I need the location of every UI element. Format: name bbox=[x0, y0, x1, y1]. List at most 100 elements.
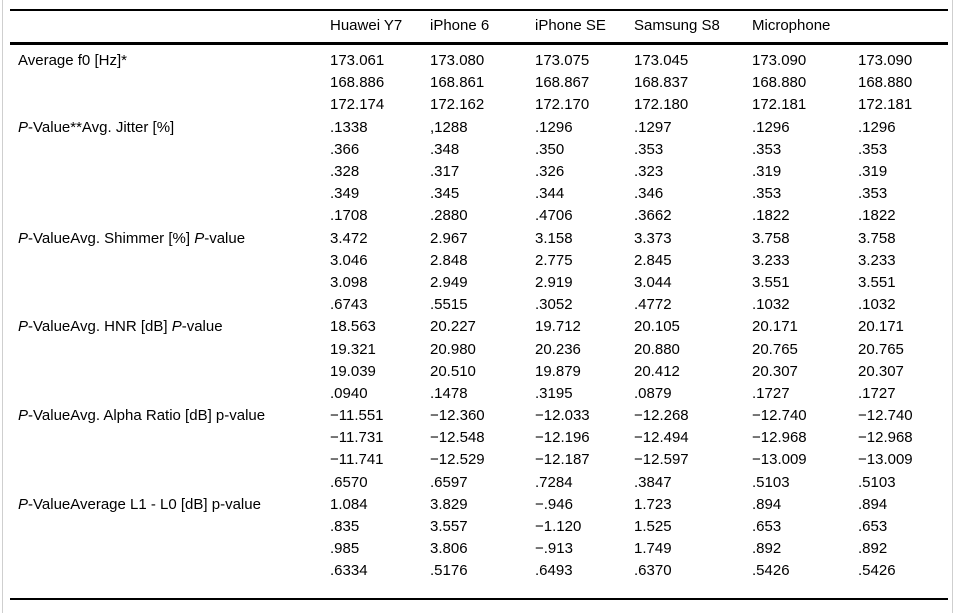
table-cell: .5426 bbox=[752, 562, 790, 580]
column-header: iPhone SE bbox=[535, 17, 606, 34]
table-cell: −12.968 bbox=[752, 429, 807, 447]
table-cell: .349 bbox=[330, 185, 360, 203]
table-cell: .894 bbox=[752, 495, 782, 513]
table-cell: 1.723 bbox=[634, 495, 672, 513]
table-row: .366 .348 .350 .353 .353 .353 bbox=[10, 139, 948, 161]
table-cell: 3.373 bbox=[634, 229, 672, 247]
table-row: .835 3.557 −1.120 1.525 .653 .653 bbox=[10, 516, 948, 538]
table-cell: .1727 bbox=[858, 384, 896, 402]
table-cell: 20.307 bbox=[752, 362, 798, 380]
column-header: Huawei Y7 bbox=[330, 17, 403, 34]
table-cell: .319 bbox=[752, 163, 782, 181]
table-cell: 2.848 bbox=[430, 251, 468, 269]
table-cell: −.913 bbox=[535, 540, 573, 558]
table-cell: −12.548 bbox=[430, 429, 485, 447]
table-cell: 168.880 bbox=[858, 74, 913, 92]
row-label: P-Value**Avg. Jitter [%] bbox=[18, 118, 175, 136]
table-cell: −12.597 bbox=[634, 451, 689, 469]
table-cell: 19.712 bbox=[535, 318, 581, 336]
table-cell: .366 bbox=[330, 140, 360, 158]
table-header: Huawei Y7 iPhone 6 iPhone SE Samsung S8 Micr… bbox=[10, 11, 948, 42]
table-row: −11.741 −12.529 −12.187 −12.597 −13.009 −13.0… bbox=[10, 449, 948, 471]
table-row: .349 .345 .344 .346 .353 .353 bbox=[10, 183, 948, 205]
column-header: Microphone bbox=[752, 17, 831, 34]
table-cell: 3.758 bbox=[752, 229, 790, 247]
table-cell: 168.867 bbox=[535, 74, 590, 92]
table-cell: .5426 bbox=[858, 562, 896, 580]
table-cell: 3.829 bbox=[430, 495, 468, 513]
table-cell: .353 bbox=[858, 185, 888, 203]
table-row: 3.098 2.949 2.919 3.044 3.551 3.551 bbox=[10, 272, 948, 294]
table-cell: .0940 bbox=[330, 384, 368, 402]
table-cell: .5176 bbox=[430, 562, 468, 580]
table-cell: .1822 bbox=[752, 207, 790, 225]
table-row: .1708 .2880 .4706 .3662 .1822 .1822 bbox=[10, 205, 948, 227]
table-cell: .653 bbox=[858, 518, 888, 536]
table-cell: .1296 bbox=[752, 118, 790, 136]
header-spacer bbox=[10, 37, 330, 42]
table-cell: −12.740 bbox=[858, 407, 913, 425]
table-cell: 2.845 bbox=[634, 251, 672, 269]
table-cell: .6493 bbox=[535, 562, 573, 580]
table-cell: 173.045 bbox=[634, 52, 689, 70]
table-cell: .3195 bbox=[535, 384, 573, 402]
table-cell: .1822 bbox=[858, 207, 896, 225]
table-cell: .346 bbox=[634, 185, 664, 203]
table-cell: .353 bbox=[634, 140, 664, 158]
table-cell: 2.919 bbox=[535, 273, 573, 291]
table-row: 168.886 168.861 168.867 168.837 168.880 168.8… bbox=[10, 72, 948, 94]
table-cell: 168.886 bbox=[330, 74, 385, 92]
table-cell: .1727 bbox=[752, 384, 790, 402]
row-label: P-ValueAvg. Shimmer [%] P-value bbox=[18, 229, 246, 247]
table-cell: 2.775 bbox=[535, 251, 573, 269]
table-cell: 173.080 bbox=[430, 52, 485, 70]
results-table: Huawei Y7 iPhone 6 iPhone SE Samsung S8 Micr… bbox=[10, 9, 948, 600]
table-cell: 18.563 bbox=[330, 318, 376, 336]
table-cell: .2880 bbox=[430, 207, 468, 225]
table-cell: 20.105 bbox=[634, 318, 680, 336]
table-cell: 20.880 bbox=[634, 340, 680, 358]
table-cell: .353 bbox=[858, 140, 888, 158]
table-cell: .1296 bbox=[858, 118, 896, 136]
table-cell: 19.039 bbox=[330, 362, 376, 380]
table-cell: −13.009 bbox=[858, 451, 913, 469]
table-cell: .1708 bbox=[330, 207, 368, 225]
table-row: .6743 .5515 .3052 .4772 .1032 .1032 bbox=[10, 294, 948, 316]
table-cell: .353 bbox=[752, 140, 782, 158]
table-cell: .653 bbox=[752, 518, 782, 536]
table-cell: 3.098 bbox=[330, 273, 368, 291]
table-cell: .1296 bbox=[535, 118, 573, 136]
table-row: 172.174 172.162 172.170 172.180 172.181 172.1… bbox=[10, 94, 948, 116]
table-cell: .6370 bbox=[634, 562, 672, 580]
table-cell: 172.180 bbox=[634, 96, 689, 114]
table-cell: 1.525 bbox=[634, 518, 672, 536]
table-cell: 20.227 bbox=[430, 318, 476, 336]
row-label: P-ValueAverage L1 - L0 [dB] p-value bbox=[18, 495, 261, 513]
table-cell: −.946 bbox=[535, 495, 573, 513]
table-cell: .5515 bbox=[430, 296, 468, 314]
table-cell: .328 bbox=[330, 163, 360, 181]
table-row: 19.321 20.980 20.236 20.880 20.765 20.765 bbox=[10, 338, 948, 360]
table-cell: .326 bbox=[535, 163, 565, 181]
table-cell: .317 bbox=[430, 163, 460, 181]
table-cell: .319 bbox=[858, 163, 888, 181]
table-cell: 1.084 bbox=[330, 495, 368, 513]
table-cell: 3.551 bbox=[752, 273, 790, 291]
table-cell: −13.009 bbox=[752, 451, 807, 469]
table-row: P-ValueAvg. HNR [dB] P-value 18.563 20.227… bbox=[10, 316, 948, 338]
table-cell: −11.731 bbox=[330, 429, 384, 447]
table-cell: 1.749 bbox=[634, 540, 672, 558]
table-cell: 20.510 bbox=[430, 362, 476, 380]
table-cell: 19.879 bbox=[535, 362, 581, 380]
header-spacer bbox=[858, 37, 948, 42]
table-cell: 168.837 bbox=[634, 74, 689, 92]
table-cell: 3.233 bbox=[752, 251, 790, 269]
table-cell: −12.187 bbox=[535, 451, 590, 469]
table-cell: 3.758 bbox=[858, 229, 896, 247]
table-cell: ,1288 bbox=[430, 118, 468, 136]
table-cell: .4772 bbox=[634, 296, 672, 314]
table-cell: .6334 bbox=[330, 562, 368, 580]
table-cell: 172.181 bbox=[752, 96, 807, 114]
table-cell: .835 bbox=[330, 518, 360, 536]
table-cell: 19.321 bbox=[330, 340, 376, 358]
